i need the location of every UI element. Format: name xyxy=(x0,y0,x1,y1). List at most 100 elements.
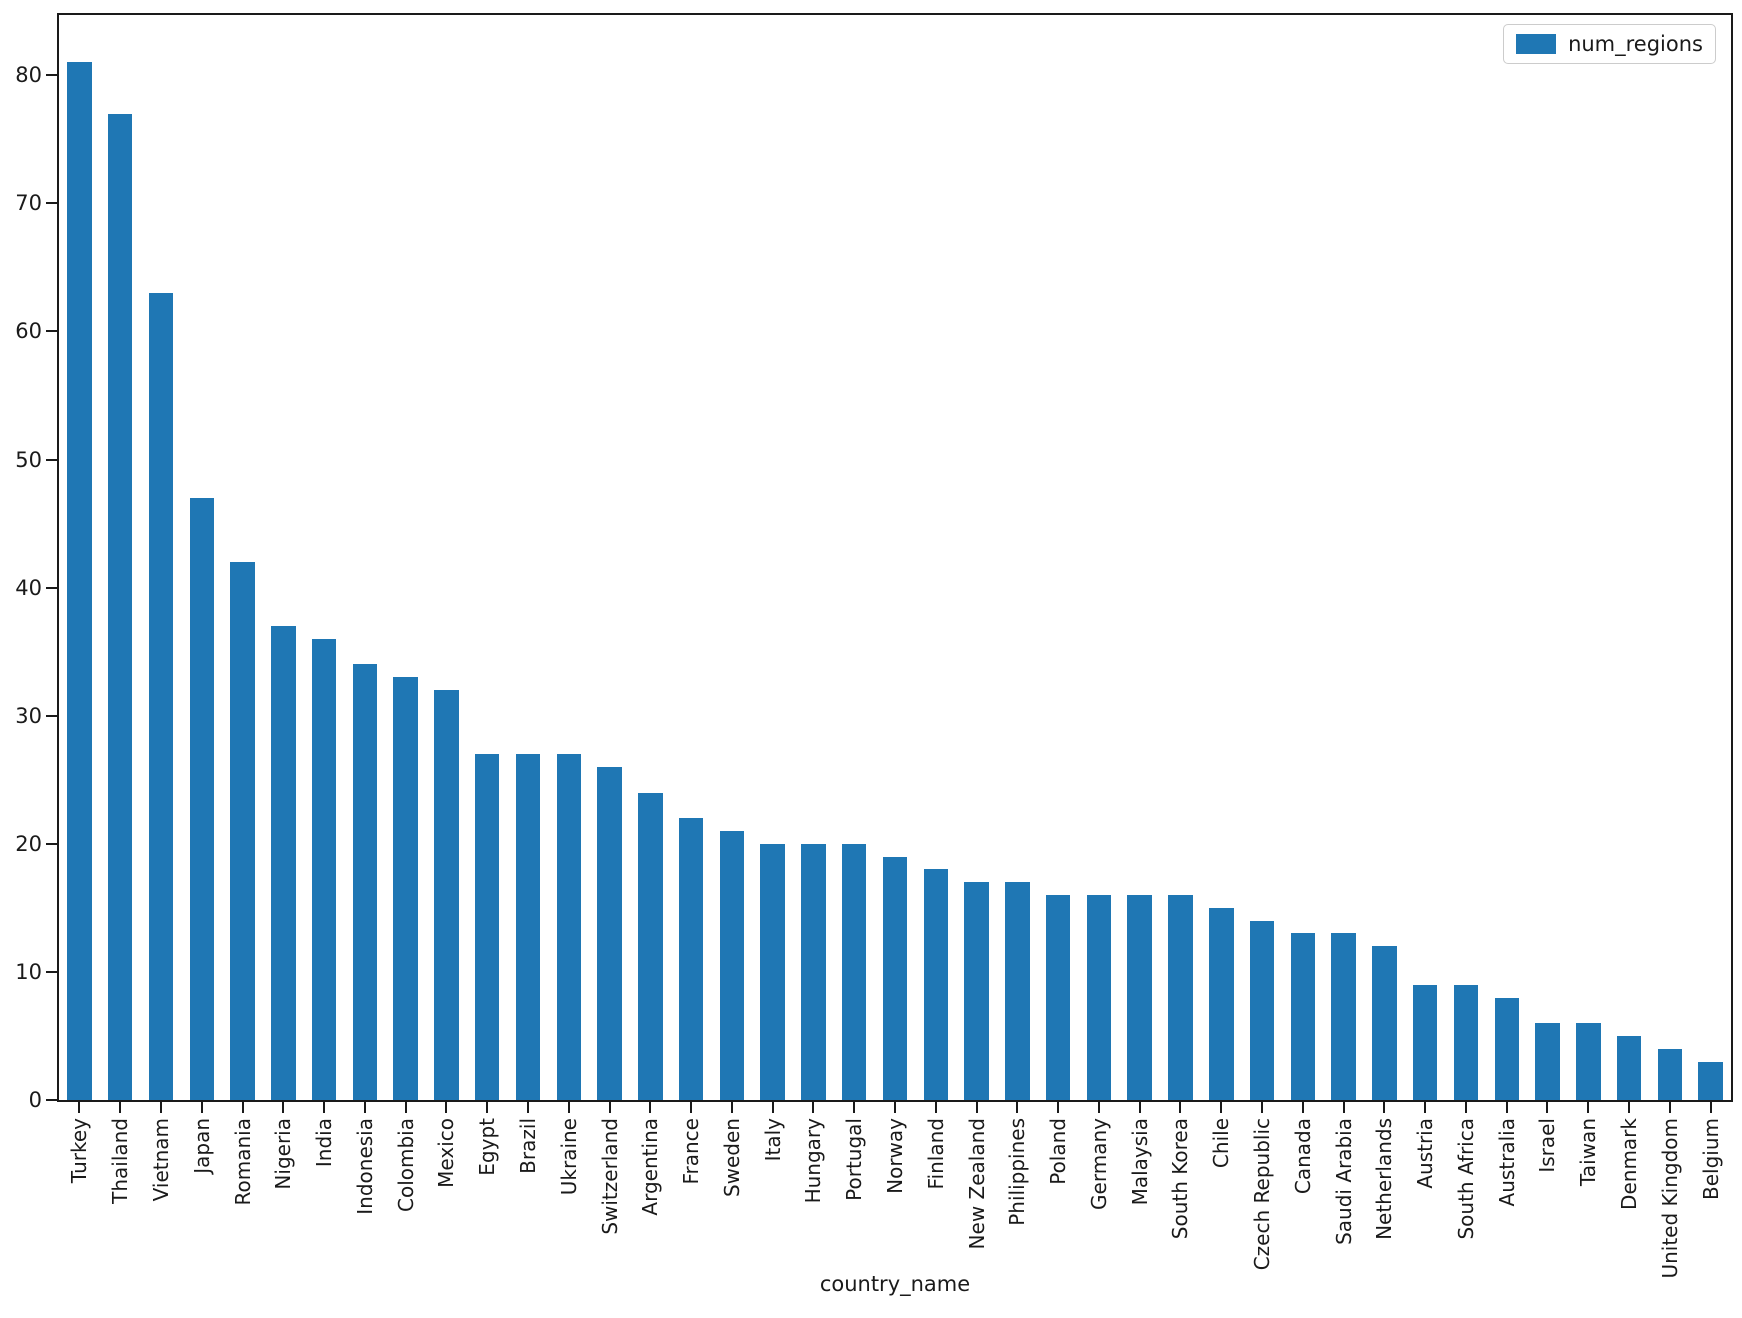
x-tick-mark xyxy=(690,1102,693,1113)
x-tick-mark xyxy=(200,1102,203,1113)
x-tick-label: Hungary xyxy=(801,1118,826,1204)
bar-slot-norway xyxy=(875,15,916,1100)
x-tick-mark xyxy=(649,1102,652,1113)
bar xyxy=(882,856,908,1100)
bar xyxy=(1086,895,1112,1100)
bar xyxy=(556,754,581,1100)
bars-container xyxy=(59,15,1731,1100)
bar xyxy=(1249,920,1275,1100)
x-tick-mark xyxy=(119,1102,122,1113)
x-tick-label: Norway xyxy=(883,1118,907,1194)
legend-swatch xyxy=(1516,34,1557,54)
bar xyxy=(1494,997,1519,1100)
bar-slot-mexico xyxy=(426,15,467,1100)
x-tick-mark xyxy=(567,1102,570,1113)
bar-slot-japan xyxy=(181,15,222,1100)
bar-slot-argentina xyxy=(630,15,671,1100)
y-tick-mark xyxy=(46,714,57,717)
x-tick-label: Ukraine xyxy=(556,1118,581,1196)
x-tick-mark xyxy=(159,1102,162,1113)
bar-slot-taiwan xyxy=(1568,15,1609,1100)
bar-slot-indonesia xyxy=(344,15,385,1100)
y-tick-label: 0 xyxy=(28,1088,42,1112)
bar xyxy=(107,113,133,1100)
bar-slot-switzerland xyxy=(589,15,630,1100)
bar-slot-finland xyxy=(915,15,956,1100)
x-tick-mark xyxy=(445,1102,448,1113)
x-tick-mark xyxy=(1587,1102,1590,1113)
x-tick-label: Saudi Arabia xyxy=(1331,1118,1356,1245)
bar xyxy=(1535,1023,1560,1100)
x-tick-label: Finland xyxy=(923,1118,948,1190)
x-tick-mark xyxy=(934,1102,937,1113)
x-tick-label: United Kingdom xyxy=(1657,1118,1682,1279)
bar xyxy=(1290,933,1316,1100)
bar-slot-poland xyxy=(1038,15,1079,1100)
bar-slot-germany xyxy=(1079,15,1120,1100)
x-tick-mark xyxy=(282,1102,285,1113)
bar xyxy=(311,638,337,1100)
bar-slot-colombia xyxy=(385,15,426,1100)
bar xyxy=(842,843,867,1100)
y-tick-label: 70 xyxy=(15,191,42,216)
x-tick-mark xyxy=(1505,1102,1508,1113)
x-tick-label: Philippines xyxy=(1005,1118,1030,1226)
bar xyxy=(719,831,745,1100)
bar-slot-australia xyxy=(1486,15,1527,1100)
x-tick-label: France xyxy=(679,1118,704,1185)
bar-slot-malaysia xyxy=(1119,15,1160,1100)
x-tick-label: Germany xyxy=(1086,1118,1111,1210)
bar xyxy=(638,792,663,1100)
bar xyxy=(597,766,622,1100)
bar-slot-egypt xyxy=(467,15,508,1100)
y-tick-mark xyxy=(46,586,57,589)
y-tick-label: 80 xyxy=(15,63,42,88)
bar-slot-france xyxy=(671,15,712,1100)
x-tick-mark xyxy=(1709,1102,1712,1113)
x-tick-label: Taiwan xyxy=(1576,1118,1601,1187)
x-tick-mark xyxy=(1097,1102,1100,1113)
x-tick-label: Canada xyxy=(1290,1118,1315,1195)
x-tick-label: Italy xyxy=(760,1118,785,1162)
x-tick-mark xyxy=(486,1102,489,1113)
x-tick-mark xyxy=(730,1102,733,1113)
x-tick-label: Netherlands xyxy=(1372,1118,1397,1240)
x-tick-label: Chile xyxy=(1209,1118,1234,1169)
bar-slot-canada xyxy=(1282,15,1323,1100)
x-tick-mark xyxy=(853,1102,856,1113)
bar-slot-saudi-arabia xyxy=(1323,15,1364,1100)
y-tick-label: 50 xyxy=(15,447,42,472)
bar xyxy=(964,882,989,1100)
y-tick-mark xyxy=(46,202,57,205)
bar-slot-romania xyxy=(222,15,263,1100)
bar-slot-belgium xyxy=(1690,15,1731,1100)
x-tick-label: Romania xyxy=(230,1118,255,1206)
y-tick-mark xyxy=(46,970,57,973)
y-tick-label: 60 xyxy=(15,319,42,344)
bar xyxy=(1698,1061,1723,1100)
x-tick-mark xyxy=(78,1102,81,1113)
bar xyxy=(230,561,255,1100)
plot-area: num_regions xyxy=(57,13,1733,1102)
y-tick-label: 10 xyxy=(15,959,42,984)
x-tick-label: Poland xyxy=(1046,1118,1071,1185)
y-tick-mark xyxy=(46,74,57,77)
bar xyxy=(1657,1048,1683,1100)
x-tick-label: Japan xyxy=(189,1118,214,1174)
bar xyxy=(1209,907,1234,1100)
x-tick-mark xyxy=(1057,1102,1060,1113)
x-tick-mark xyxy=(1220,1102,1223,1113)
x-tick-label: Switzerland xyxy=(597,1118,622,1235)
bar-slot-chile xyxy=(1201,15,1242,1100)
x-tick-label: Turkey xyxy=(67,1118,92,1184)
bar xyxy=(1616,1035,1642,1100)
bar-slot-brazil xyxy=(508,15,549,1100)
bar xyxy=(434,690,459,1100)
x-tick-label: Austria xyxy=(1413,1118,1438,1189)
x-tick-label: Portugal xyxy=(842,1118,867,1201)
x-tick-mark xyxy=(1179,1102,1182,1113)
x-tick-label: Czech Republic xyxy=(1250,1118,1275,1271)
x-tick-mark xyxy=(608,1102,611,1113)
y-tick-mark xyxy=(46,330,57,333)
bar xyxy=(67,62,92,1100)
